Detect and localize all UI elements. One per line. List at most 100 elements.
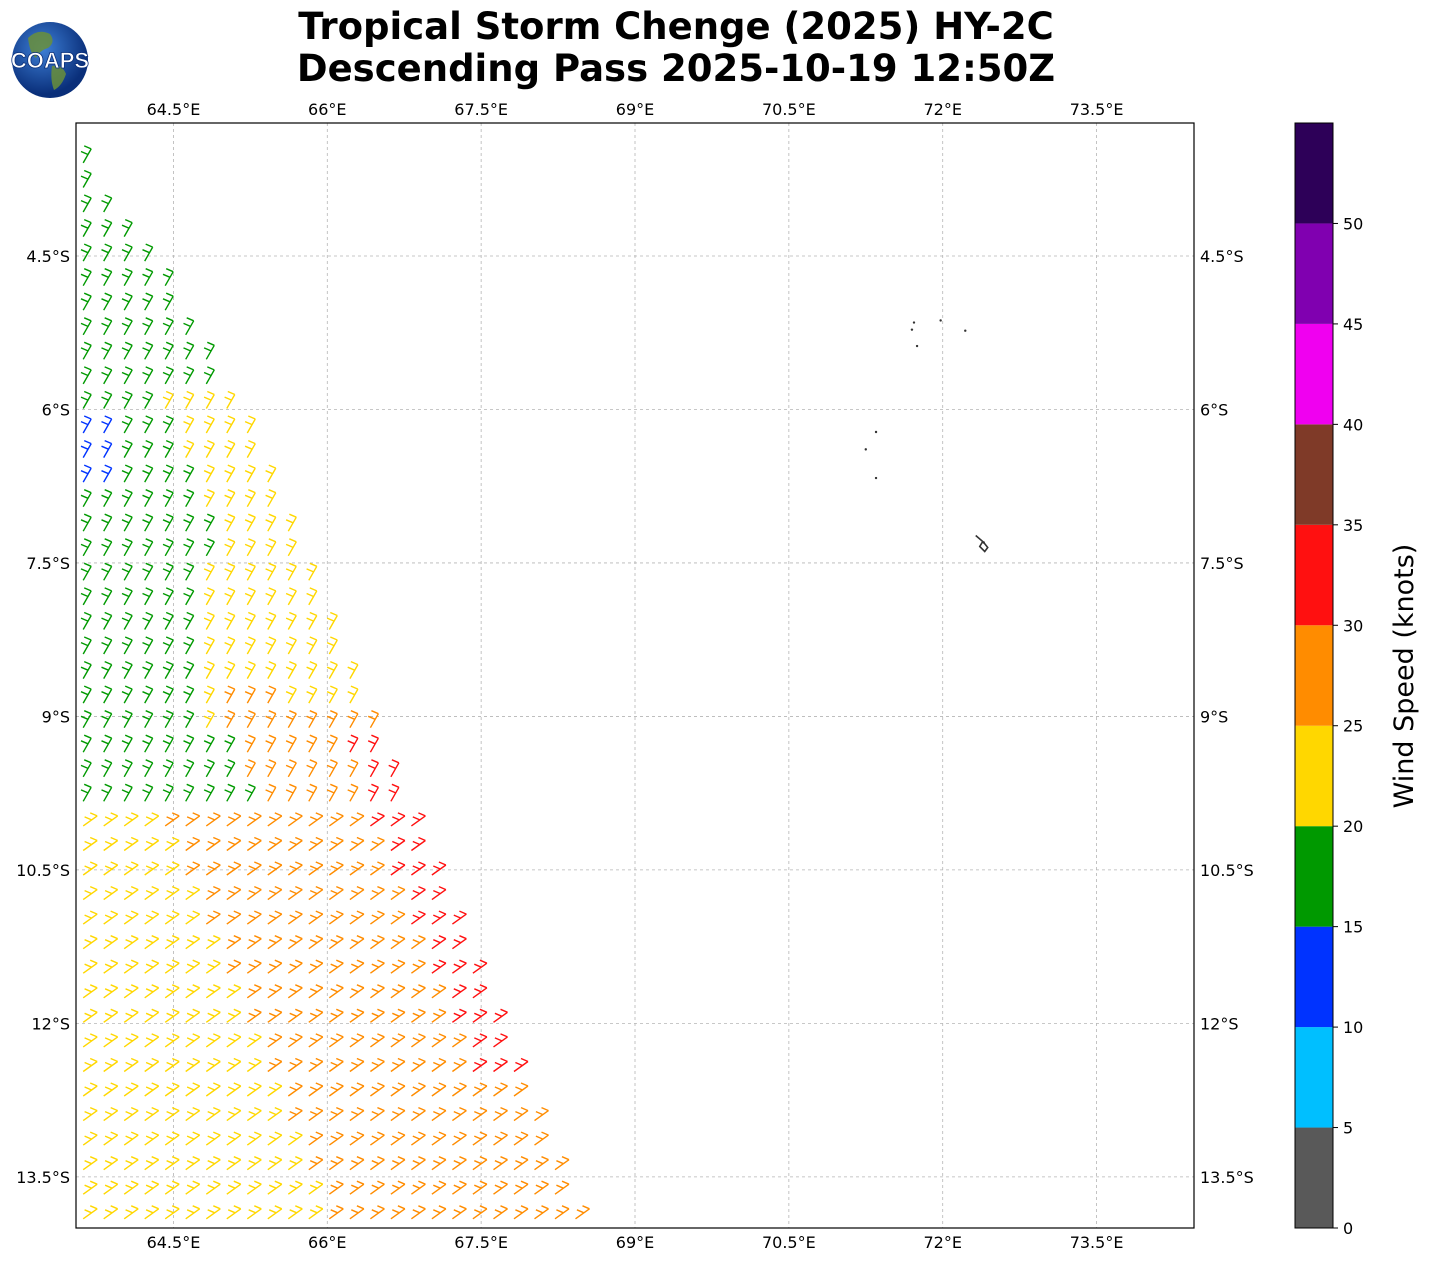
wind-barb [410, 910, 426, 925]
wind-barb [431, 1106, 447, 1122]
wind-barb [285, 562, 297, 581]
wind-barb [224, 415, 236, 434]
wind-barb [265, 710, 277, 729]
wind-barb [121, 243, 133, 262]
island [910, 328, 914, 331]
wind-barb [410, 1131, 426, 1146]
wind-barb [164, 984, 180, 999]
wind-barb [121, 415, 133, 434]
wind-barb [203, 660, 215, 679]
wind-barb [349, 1082, 365, 1097]
wind-barb [390, 1156, 406, 1171]
wind-barb [103, 959, 119, 974]
wind-barb [534, 1131, 549, 1146]
wind-barb [267, 935, 283, 950]
wind-barb [472, 1205, 488, 1220]
wind-barb [349, 1106, 365, 1122]
colorbar-bin [1295, 223, 1333, 324]
wind-barb [328, 1082, 344, 1097]
wind-barb [82, 885, 98, 901]
wind-barb [493, 1156, 508, 1171]
wind-barb [205, 959, 221, 974]
wind-barb [267, 1033, 283, 1048]
wind-barb [82, 1008, 98, 1023]
wind-barb [410, 861, 426, 876]
wind-barb [369, 1106, 385, 1122]
wind-barb [513, 1205, 529, 1220]
wind-barb [162, 513, 174, 532]
wind-barb [306, 759, 318, 778]
wind-barb [328, 1033, 344, 1048]
wind-barb [287, 836, 303, 852]
wind-barb [369, 1131, 385, 1146]
wind-barb [244, 734, 256, 753]
wind-barb [226, 1033, 242, 1048]
wind-barb [80, 464, 92, 483]
wind-barb [267, 1082, 283, 1097]
wind-barb [162, 710, 174, 729]
wind-barb [142, 366, 154, 385]
wind-barb [349, 984, 365, 999]
wind-barb [205, 1106, 221, 1122]
wind-barb [164, 935, 180, 950]
wind-barb [121, 366, 133, 385]
wind-barb [431, 885, 447, 901]
wind-barb [164, 1008, 180, 1023]
wind-barb [369, 1033, 385, 1048]
wind-barb [246, 885, 262, 901]
wind-barb [205, 1033, 221, 1048]
wind-barb [144, 1033, 160, 1048]
wind-barb [121, 268, 133, 287]
wind-barb [246, 1180, 262, 1195]
wind-barb [451, 1106, 467, 1122]
x-tick-label: 66°E [308, 1233, 346, 1252]
wind-barb [390, 1008, 406, 1023]
x-tick-label: 64.5°E [147, 1233, 201, 1252]
x-tick-label: 70.5°E [762, 1233, 816, 1252]
wind-barb [183, 439, 195, 458]
y-tick-label: 7.5°S [26, 554, 70, 573]
wind-barb [142, 243, 154, 262]
wind-barb [144, 935, 160, 950]
wind-barb [308, 812, 324, 827]
colorbar-bin [1295, 424, 1333, 525]
wind-barb [472, 1180, 488, 1195]
colorbar-bin [1295, 1127, 1333, 1228]
wind-barb [265, 611, 277, 630]
wind-barb [162, 489, 174, 508]
islands [864, 319, 989, 553]
wind-barb [164, 910, 180, 925]
wind-barb [103, 885, 119, 901]
wind-barb [121, 710, 133, 729]
colorbar-label: Wind Speed (knots) [1389, 544, 1420, 809]
wind-barb [101, 317, 113, 336]
wind-barb [493, 1082, 508, 1097]
wind-barb [328, 1131, 344, 1146]
wind-barb [451, 1033, 467, 1048]
wind-barb [224, 538, 236, 557]
wind-barb [349, 959, 365, 974]
wind-barb [164, 812, 180, 827]
wind-barb [183, 390, 195, 409]
wind-barb [121, 464, 133, 483]
wind-barb [308, 984, 324, 999]
wind-barb [80, 513, 92, 532]
wind-barb [308, 836, 324, 852]
wind-barb [123, 885, 139, 901]
wind-barb [431, 1156, 447, 1171]
wind-barb [451, 984, 467, 999]
wind-barb [80, 292, 92, 311]
wind-barb [267, 1180, 283, 1195]
wind-barb [287, 1156, 303, 1171]
wind-barb [162, 636, 174, 655]
wind-barb [103, 1180, 119, 1195]
wind-barb [183, 660, 195, 679]
wind-barb [493, 1106, 508, 1122]
wind-barb [183, 562, 195, 581]
wind-barb [534, 1205, 549, 1220]
wind-barb [410, 935, 426, 950]
colorbar-tick-label: 10 [1343, 1018, 1363, 1037]
wind-barb [367, 783, 380, 802]
wind-barb [226, 910, 242, 925]
wind-barb [183, 415, 195, 434]
